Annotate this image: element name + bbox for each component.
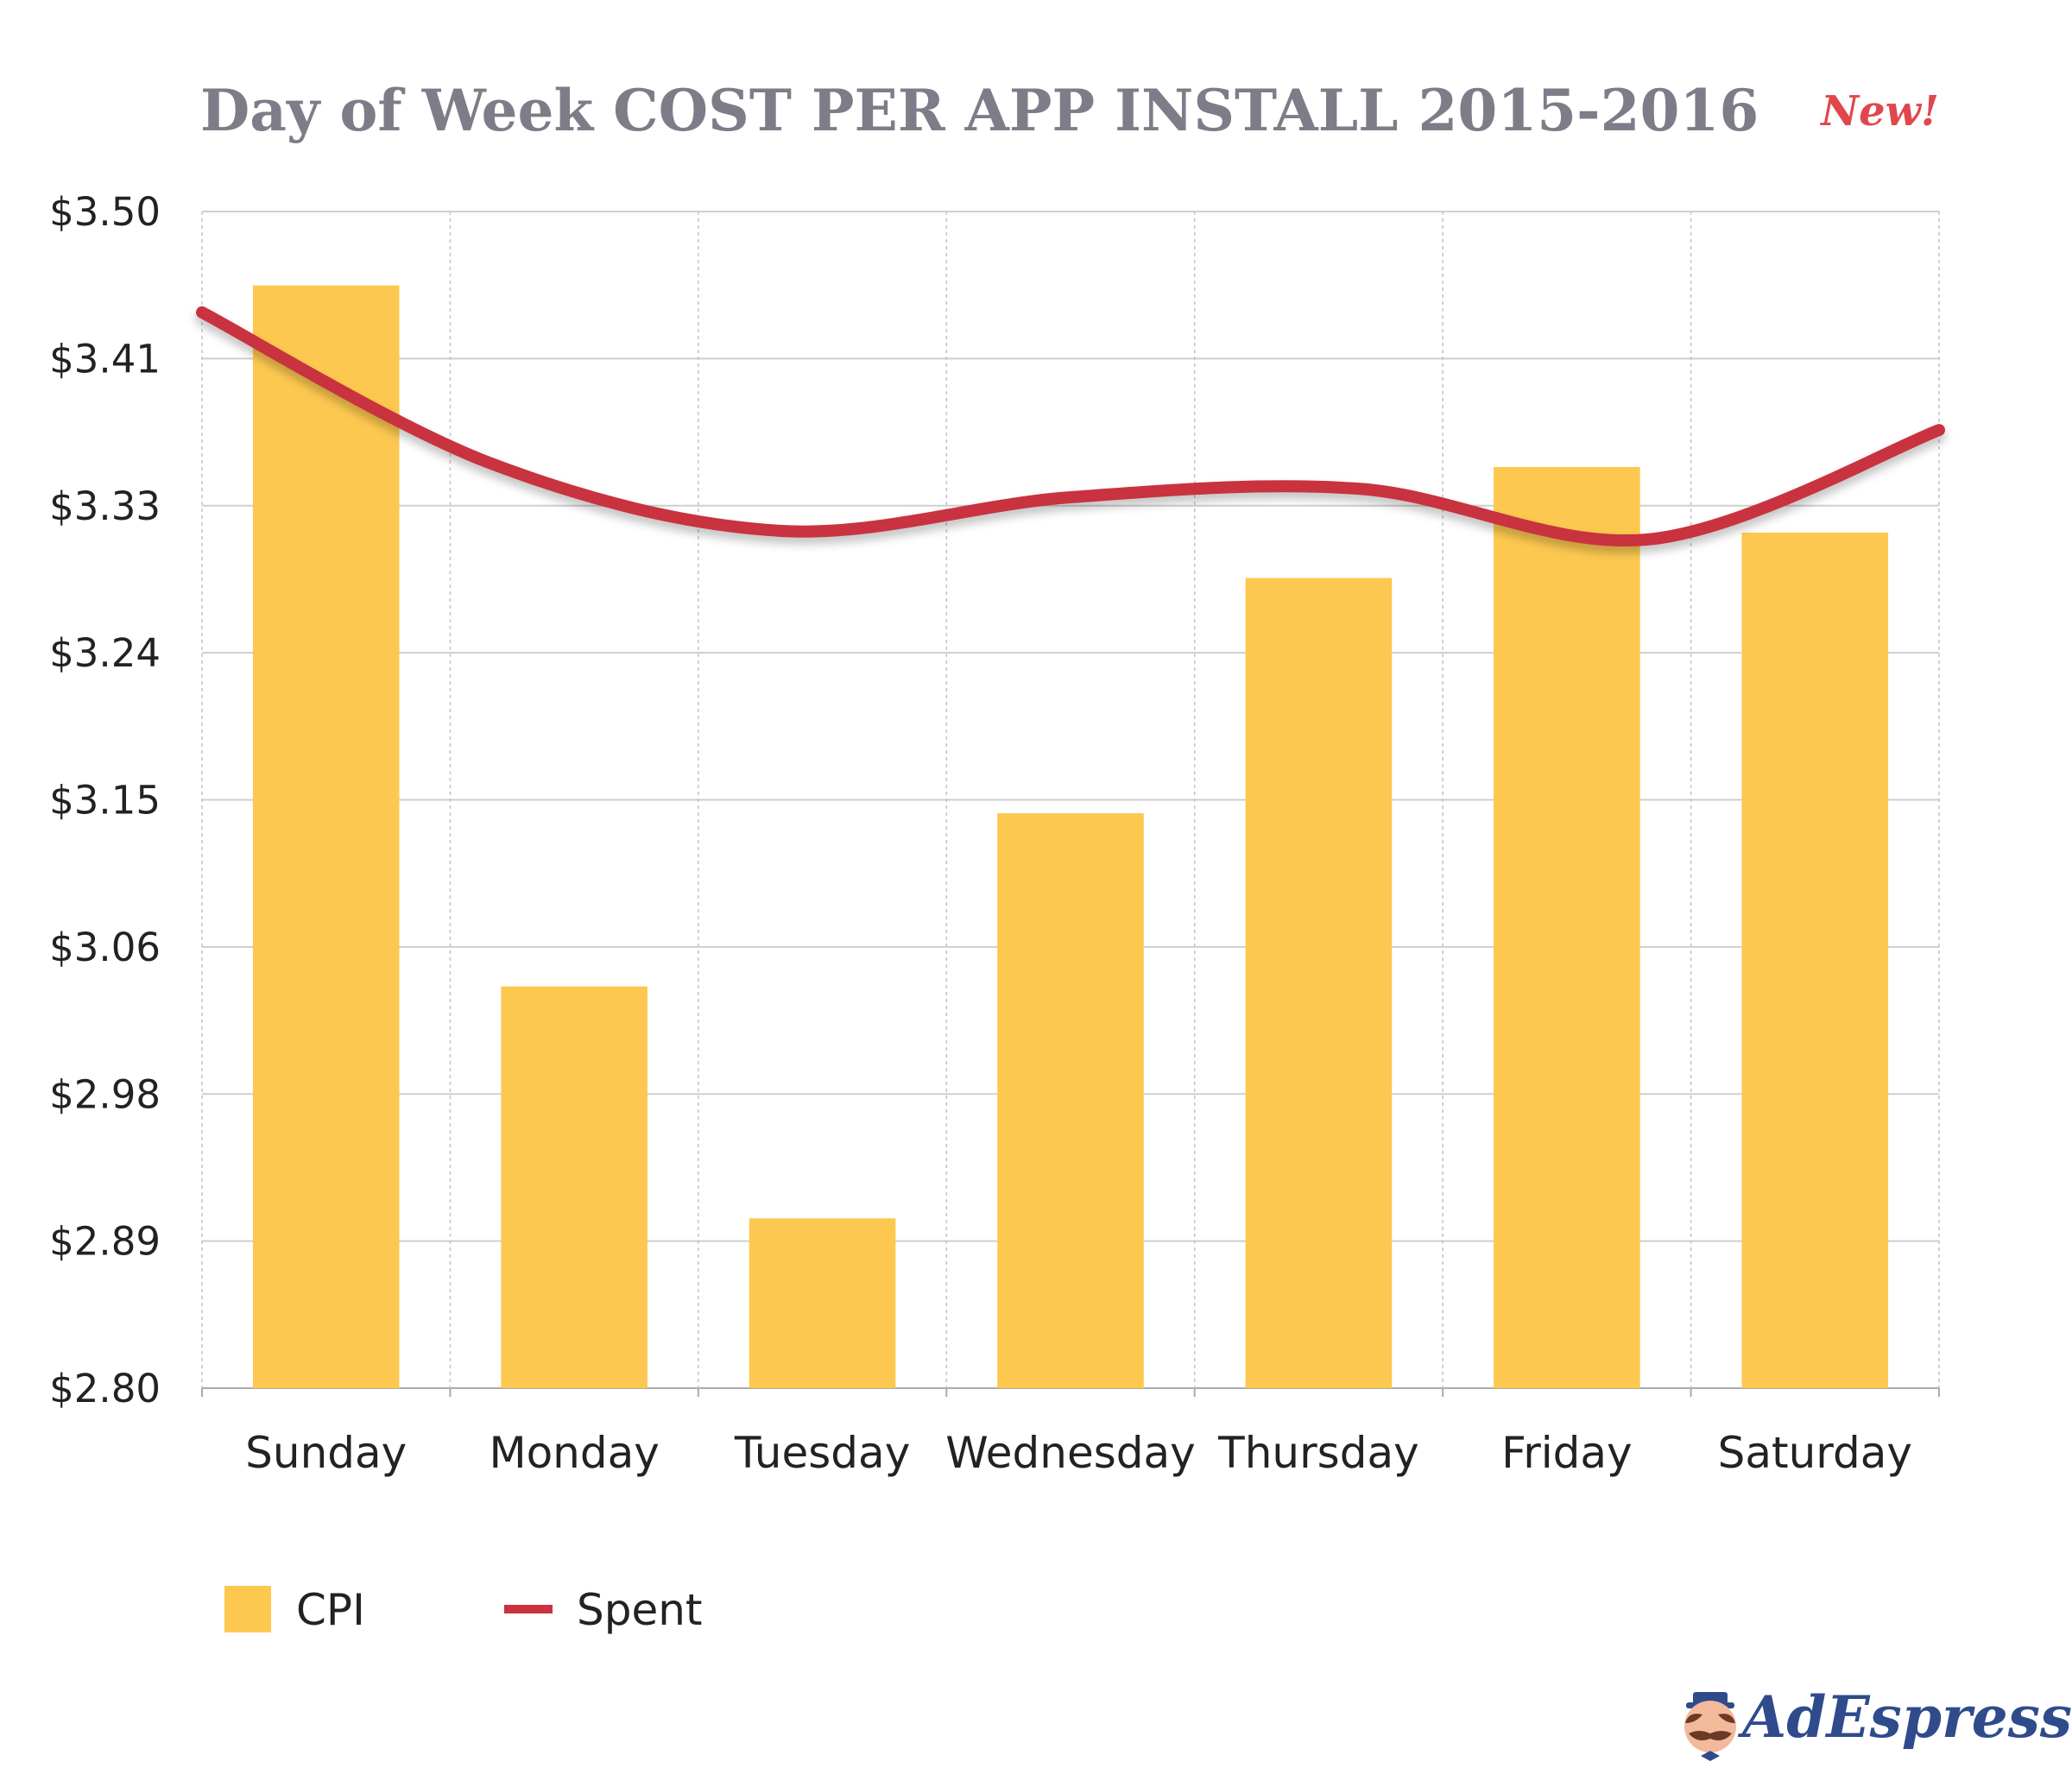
legend-swatch-cpi <box>224 1586 271 1632</box>
line-series <box>195 306 1946 554</box>
axis-ticks: $3.50 $3.41 $3.33 $3.24 $3.15 $3.06 $2.98 $2.89… <box>49 189 1912 1478</box>
bar-monday <box>501 986 648 1388</box>
new-badge: New! <box>1819 87 1939 136</box>
bar-saturday <box>1741 532 1889 1388</box>
bar-sunday <box>252 285 400 1388</box>
spent-line-shadow <box>195 311 1946 554</box>
y-tick-label: $3.24 <box>49 630 161 676</box>
x-tick-label: Tuesday <box>734 1428 910 1478</box>
y-tick-label: $2.89 <box>49 1219 161 1265</box>
chart-title: Day of Week COST PER APP INSTALL 2015-20… <box>200 77 1759 144</box>
bar-friday <box>1494 466 1640 1388</box>
y-tick-label: $2.98 <box>49 1071 161 1117</box>
spent-line <box>196 306 1945 547</box>
mascot-icon <box>1684 1692 1736 1761</box>
brand-logo: AdEspresso <box>1684 1683 2072 1761</box>
y-tick-label: $3.06 <box>49 925 161 970</box>
brand-name: AdEspresso <box>1737 1683 2072 1751</box>
x-tick-label: Friday <box>1501 1428 1633 1478</box>
bar-series <box>252 285 1889 1388</box>
bar-tuesday <box>749 1218 896 1388</box>
y-tick-label: $3.15 <box>49 778 161 824</box>
legend-label-cpi: CPI <box>296 1585 365 1635</box>
y-tick-label: $3.50 <box>49 189 161 235</box>
x-tick-label: Thursday <box>1217 1428 1419 1478</box>
bar-thursday <box>1245 578 1393 1388</box>
y-tick-label: $2.80 <box>49 1366 161 1411</box>
x-tick-label: Monday <box>489 1428 659 1478</box>
y-tick-label: $3.41 <box>49 336 161 382</box>
x-tick-label: Sunday <box>245 1428 407 1478</box>
x-tick-label: Wednesday <box>945 1428 1195 1478</box>
y-tick-label: $3.33 <box>49 483 161 529</box>
legend-swatch-spent <box>504 1605 553 1613</box>
legend: CPI Spent <box>224 1585 703 1635</box>
x-tick-label: Saturday <box>1718 1428 1912 1478</box>
bar-wednesday <box>997 813 1144 1388</box>
legend-label-spent: Spent <box>577 1585 703 1635</box>
